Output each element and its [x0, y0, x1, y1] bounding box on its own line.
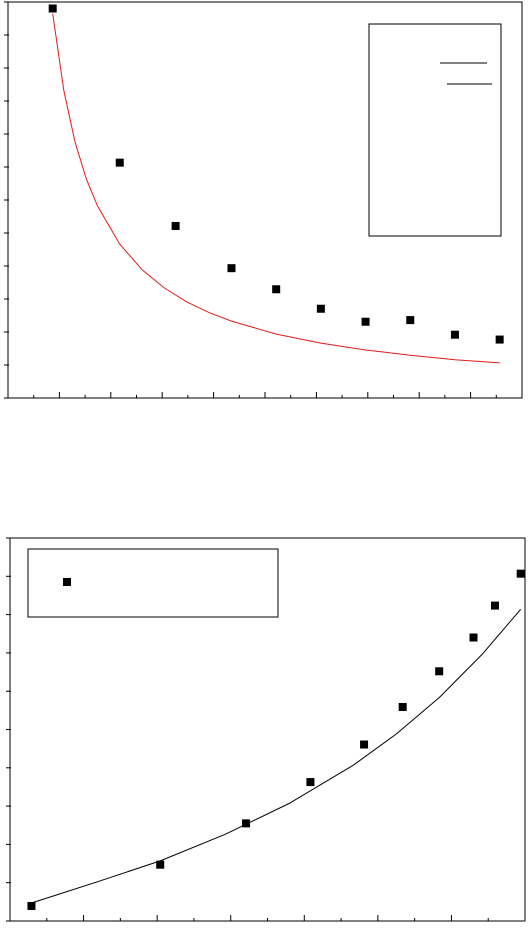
- data-point: [435, 667, 444, 676]
- x-axis-ticks: [9, 915, 526, 921]
- data-point: [469, 633, 478, 642]
- data-point: [316, 304, 325, 313]
- data-point: [242, 819, 251, 828]
- legend-box: [368, 23, 502, 237]
- decay-scatter-chart: [4, 1, 523, 399]
- legend: [368, 23, 502, 237]
- data-point: [272, 285, 281, 294]
- legend-marker-swatch: [63, 578, 71, 586]
- legend: [27, 548, 279, 618]
- fit-curve: [52, 13, 500, 364]
- data-point: [360, 740, 369, 749]
- data-point: [398, 702, 407, 711]
- data-point: [27, 901, 36, 910]
- fit-curve: [31, 608, 522, 904]
- data-point: [306, 778, 315, 787]
- x-axis-ticks: [7, 392, 523, 398]
- data-point: [450, 330, 459, 339]
- y-axis-ticks: [6, 537, 11, 922]
- data-point: [495, 335, 504, 344]
- data-point: [516, 569, 525, 578]
- data-point: [48, 4, 57, 13]
- y-axis-ticks: [4, 1, 9, 399]
- data-point: [406, 316, 415, 325]
- data-point: [115, 158, 124, 167]
- data-point: [361, 317, 370, 326]
- data-point: [227, 264, 236, 273]
- growth-scatter-chart: [6, 537, 526, 922]
- data-point: [156, 860, 165, 869]
- data-point: [490, 601, 499, 610]
- data-point: [171, 221, 180, 230]
